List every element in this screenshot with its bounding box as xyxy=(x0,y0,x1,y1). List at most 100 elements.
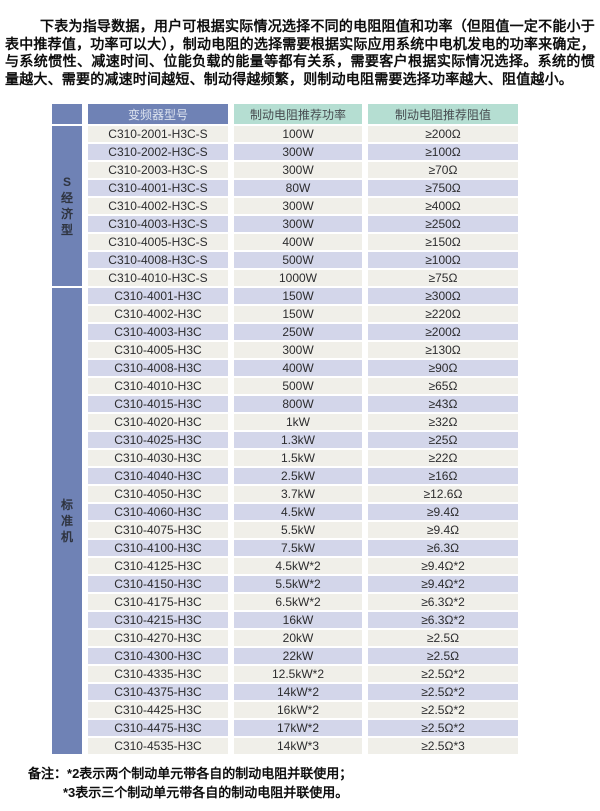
table-row: C310-4002-H3C 150W ≥220Ω xyxy=(52,306,518,323)
power-cell: 80W xyxy=(234,180,362,197)
power-cell: 1kW xyxy=(234,414,362,431)
spec-table-body: 变频器型号 制动电阻推荐功率 制动电阻推荐阻值 S 经济型 C310-2001-H3… xyxy=(52,104,518,755)
resistance-cell: ≥400Ω xyxy=(368,198,518,215)
table-row: C310-4010-H3C-S 1000W ≥75Ω xyxy=(52,270,518,287)
resistance-cell: ≥12.6Ω xyxy=(368,486,518,503)
power-cell: 12.5kW*2 xyxy=(234,666,362,683)
power-cell: 1.3kW xyxy=(234,432,362,449)
resistance-cell: ≥25Ω xyxy=(368,432,518,449)
table-row: C310-4008-H3C-S 500W ≥100Ω xyxy=(52,252,518,269)
resistance-cell: ≥2.5Ω*3 xyxy=(368,738,518,755)
footnote-line-1: 备注：*2表示两个制动单元带各自的制动电阻并联使用； xyxy=(28,764,600,783)
table-row: C310-4020-H3C 1kW ≥32Ω xyxy=(52,414,518,431)
table-row: C310-4125-H3C 4.5kW*2 ≥9.4Ω*2 xyxy=(52,558,518,575)
model-cell: C310-4008-H3C xyxy=(88,360,228,377)
footnote-text-1: *2表示两个制动单元带各自的制动电阻并联使用； xyxy=(67,766,353,782)
model-cell: C310-4030-H3C xyxy=(88,450,228,467)
group-label-char: 型 xyxy=(60,222,73,237)
model-cell: C310-4010-H3C-S xyxy=(88,270,228,287)
power-cell: 22kW xyxy=(234,648,362,665)
model-cell: C310-4003-H3C xyxy=(88,324,228,341)
table-row: C310-4005-H3C-S 400W ≥150Ω xyxy=(52,234,518,251)
resistance-cell: ≥90Ω xyxy=(368,360,518,377)
power-cell: 5.5kW*2 xyxy=(234,576,362,593)
model-cell: C310-4300-H3C xyxy=(88,648,228,665)
power-cell: 150W xyxy=(234,288,362,305)
resistance-cell: ≥75Ω xyxy=(368,270,518,287)
header-model: 变频器型号 xyxy=(88,104,228,125)
resistance-cell: ≥2.5Ω*2 xyxy=(368,684,518,701)
table-row: C310-4003-H3C-S 300W ≥250Ω xyxy=(52,216,518,233)
resistance-cell: ≥2.5Ω*2 xyxy=(368,720,518,737)
power-cell: 400W xyxy=(234,360,362,377)
power-cell: 5.5kW xyxy=(234,522,362,539)
table-row: C310-4010-H3C 500W ≥65Ω xyxy=(52,378,518,395)
model-cell: C310-4015-H3C xyxy=(88,396,228,413)
power-cell: 14kW*3 xyxy=(234,738,362,755)
power-cell: 500W xyxy=(234,252,362,269)
group-label-char: 标 xyxy=(60,497,73,512)
table-row: C310-4001-H3C-S 80W ≥750Ω xyxy=(52,180,518,197)
resistance-cell: ≥100Ω xyxy=(368,252,518,269)
table-row: C310-4150-H3C 5.5kW*2 ≥9.4Ω*2 xyxy=(52,576,518,593)
model-cell: C310-4005-H3C xyxy=(88,342,228,359)
table-row: C310-4050-H3C 3.7kW ≥12.6Ω xyxy=(52,486,518,503)
resistance-cell: ≥100Ω xyxy=(368,144,518,161)
model-cell: C310-4335-H3C xyxy=(88,666,228,683)
resistance-cell: ≥220Ω xyxy=(368,306,518,323)
table-row: C310-4100-H3C 7.5kW ≥6.3Ω xyxy=(52,540,518,557)
group-label: 标准机 xyxy=(52,497,82,544)
model-cell: C310-4050-H3C xyxy=(88,486,228,503)
group-label-char: 济 xyxy=(60,206,73,221)
resistance-cell: ≥150Ω xyxy=(368,234,518,251)
power-cell: 3.7kW xyxy=(234,486,362,503)
table-row: C310-2003-H3C-S 300W ≥70Ω xyxy=(52,162,518,179)
power-cell: 250W xyxy=(234,324,362,341)
model-cell: C310-4003-H3C-S xyxy=(88,216,228,233)
model-cell: C310-4020-H3C xyxy=(88,414,228,431)
power-cell: 7.5kW xyxy=(234,540,362,557)
group-label-char: 机 xyxy=(60,529,73,544)
table-row: C310-4025-H3C 1.3kW ≥25Ω xyxy=(52,432,518,449)
model-cell: C310-2002-H3C-S xyxy=(88,144,228,161)
model-cell: C310-4150-H3C xyxy=(88,576,228,593)
group-label-char: 准 xyxy=(60,513,73,528)
resistance-cell: ≥130Ω xyxy=(368,342,518,359)
resistance-cell: ≥2.5Ω xyxy=(368,648,518,665)
model-cell: C310-4060-H3C xyxy=(88,504,228,521)
table-row: C310-4175-H3C 6.5kW*2 ≥6.3Ω*2 xyxy=(52,594,518,611)
power-cell: 100W xyxy=(234,126,362,143)
table-row: C310-4008-H3C 400W ≥90Ω xyxy=(52,360,518,377)
model-cell: C310-4025-H3C xyxy=(88,432,228,449)
model-cell: C310-4125-H3C xyxy=(88,558,228,575)
model-cell: C310-4001-H3C-S xyxy=(88,180,228,197)
footnote-line-2: *3表示三个制动单元带各自的制动电阻并联使用。 xyxy=(63,785,349,801)
table-row: C310-4030-H3C 1.5kW ≥22Ω xyxy=(52,450,518,467)
model-cell: C310-4005-H3C-S xyxy=(88,234,228,251)
table-row: C310-4475-H3C 17kW*2 ≥2.5Ω*2 xyxy=(52,720,518,737)
table-row: C310-4425-H3C 16kW*2 ≥2.5Ω*2 xyxy=(52,702,518,719)
resistance-cell: ≥9.4Ω*2 xyxy=(368,558,518,575)
resistance-cell: ≥6.3Ω*2 xyxy=(368,612,518,629)
model-cell: C310-4040-H3C xyxy=(88,468,228,485)
table-row: S 经济型 C310-2001-H3C-S 100W ≥200Ω xyxy=(52,126,518,287)
model-cell: C310-4001-H3C xyxy=(88,288,228,305)
power-cell: 20kW xyxy=(234,630,362,647)
header-row: 变频器型号 制动电阻推荐功率 制动电阻推荐阻值 xyxy=(52,104,518,125)
power-cell: 17kW*2 xyxy=(234,720,362,737)
power-cell: 500W xyxy=(234,378,362,395)
table-row: C310-4075-H3C 5.5kW ≥9.4Ω xyxy=(52,522,518,539)
resistance-cell: ≥9.4Ω*2 xyxy=(368,576,518,593)
table-row: 标准机 C310-4001-H3C 150W ≥300Ω xyxy=(52,288,518,755)
group-label-char: 经 xyxy=(60,190,73,205)
power-cell: 6.5kW*2 xyxy=(234,594,362,611)
resistance-cell: ≥300Ω xyxy=(368,288,518,305)
resistance-cell: ≥9.4Ω xyxy=(368,504,518,521)
group-label-char: S xyxy=(62,174,71,189)
header-power: 制动电阻推荐功率 xyxy=(234,104,362,125)
table-row: C310-4003-H3C 250W ≥200Ω xyxy=(52,324,518,341)
power-cell: 14kW*2 xyxy=(234,684,362,701)
model-cell: C310-4010-H3C xyxy=(88,378,228,395)
resistance-cell: ≥750Ω xyxy=(368,180,518,197)
